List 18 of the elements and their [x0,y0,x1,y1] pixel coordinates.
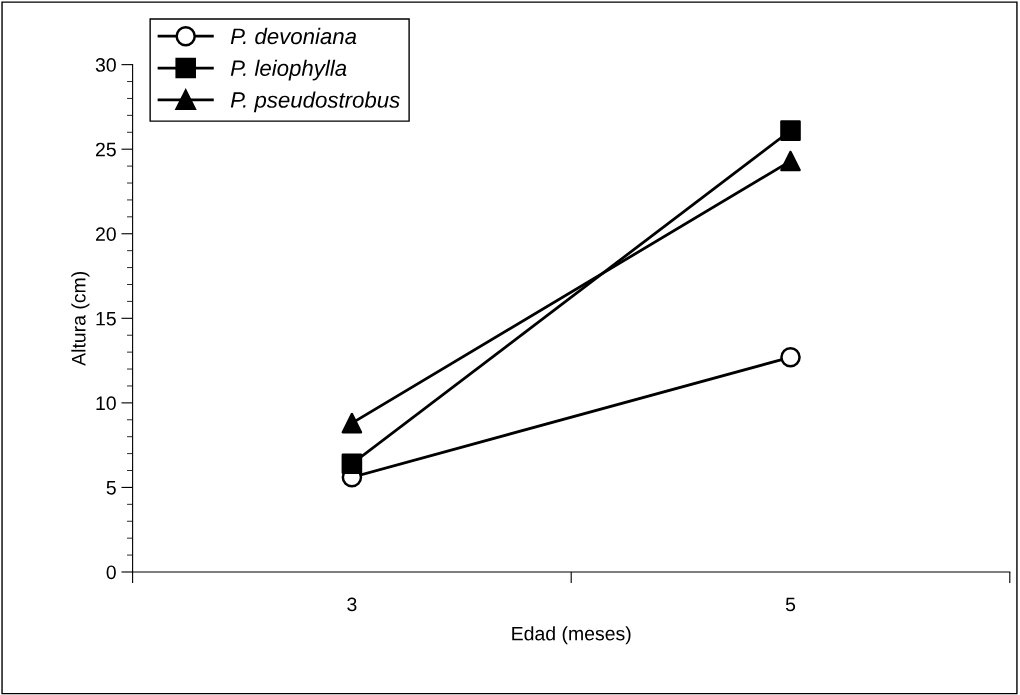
y-tick-label: 0 [106,565,116,580]
x-axis-title: Edad (meses) [512,626,631,645]
legend-label: P. leiophylla [230,59,347,81]
y-axis-title: Altura (cm) [71,271,90,366]
legend-label: P. pseudostrobus [230,91,400,113]
y-tick-label: 25 [95,142,116,157]
y-tick-label: 20 [95,227,116,241]
point [341,412,363,434]
y-tick-label: 10 [96,396,116,411]
y-tick-label: 30 [95,58,116,72]
point [341,453,363,475]
point [780,150,801,172]
y-tick-label: 15 [96,311,116,326]
point [780,346,801,368]
x-tick-label: 3 [347,597,357,612]
y-tick-label: 5 [106,481,116,495]
point [780,120,801,141]
legend-label: P. devoniana [230,27,357,45]
